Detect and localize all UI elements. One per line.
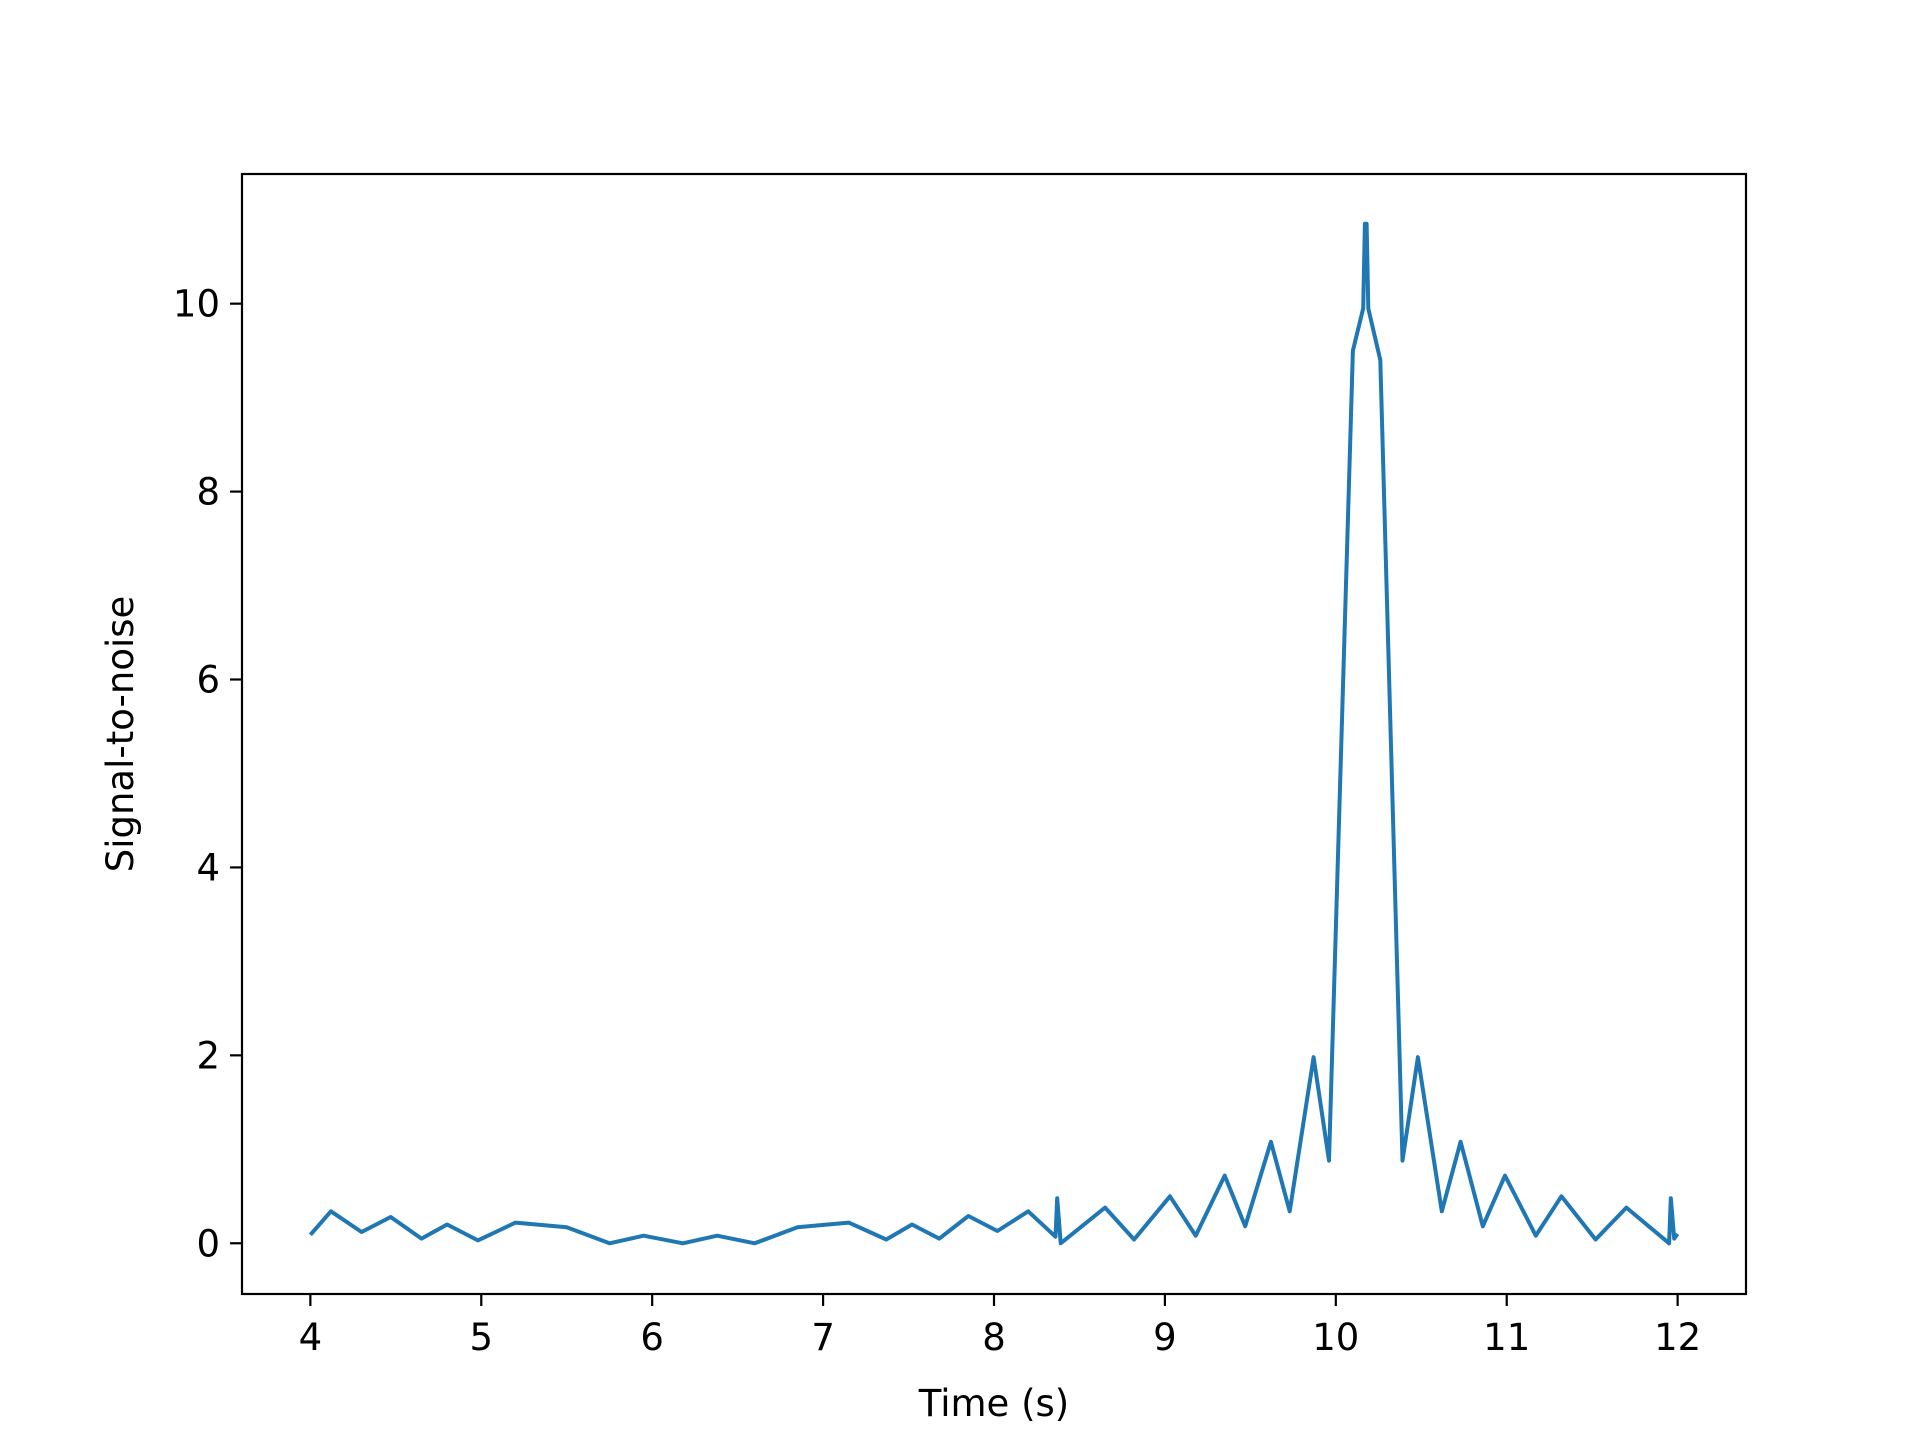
plot-area xyxy=(242,174,1746,1294)
x-axis-ticks: 4 5 6 7 8 9 10 11 12 xyxy=(299,1294,1701,1359)
y-axis-label: Signal-to-noise xyxy=(99,596,142,873)
y-tick-label: 0 xyxy=(196,1222,220,1265)
y-tick-label: 6 xyxy=(196,659,220,702)
x-tick-label: 12 xyxy=(1654,1316,1701,1359)
y-tick-label: 2 xyxy=(196,1034,220,1077)
x-tick-label: 8 xyxy=(982,1316,1006,1359)
y-tick-label: 8 xyxy=(196,471,220,514)
x-tick-label: 4 xyxy=(299,1316,323,1359)
y-tick-label: 10 xyxy=(173,283,220,326)
series-line-1 xyxy=(308,221,1680,1246)
x-tick-label: 10 xyxy=(1312,1316,1359,1359)
x-axis-label: Time (s) xyxy=(918,1382,1069,1425)
x-tick-label: 7 xyxy=(811,1316,835,1359)
x-tick-label: 5 xyxy=(469,1316,493,1359)
y-tick-label: 4 xyxy=(196,846,220,889)
x-tick-label: 11 xyxy=(1483,1316,1530,1359)
y-axis-ticks: 0 2 4 6 8 10 xyxy=(173,283,242,1265)
series-layer xyxy=(308,221,1680,1246)
x-tick-label: 9 xyxy=(1153,1316,1177,1359)
x-tick-label: 6 xyxy=(640,1316,664,1359)
